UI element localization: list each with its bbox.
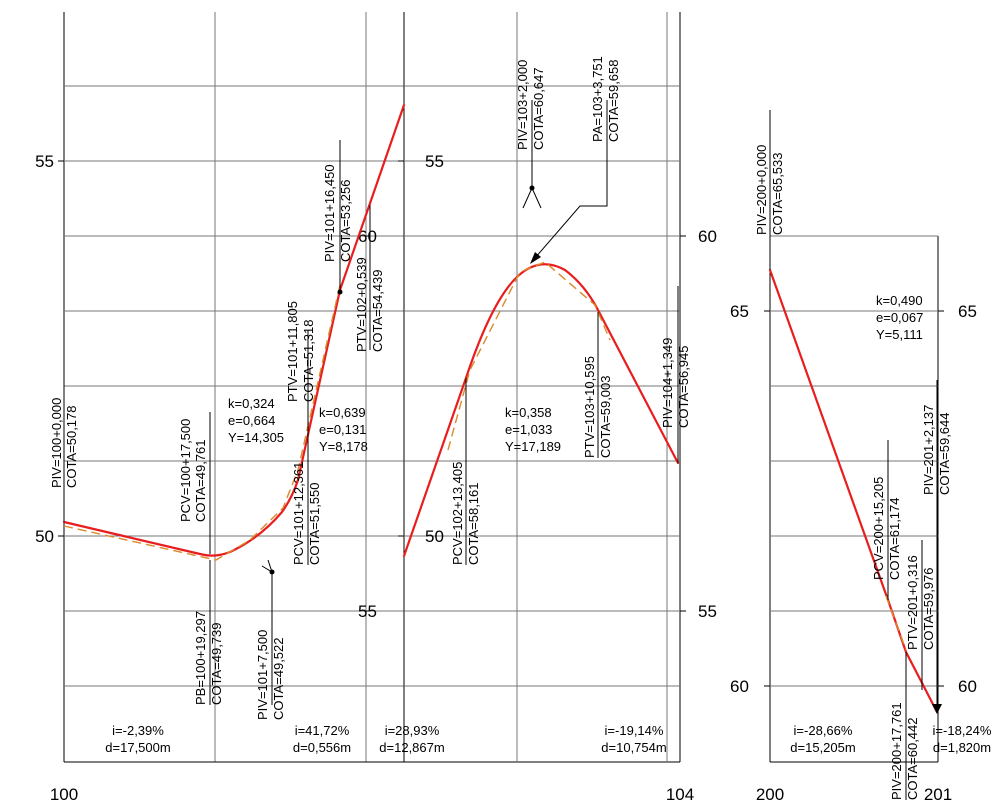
- ptv201-cota: COTA=59,976: [921, 567, 936, 650]
- ptv103-station: PTV=103+10,595: [582, 356, 597, 458]
- y-tick-right-60: 60: [698, 227, 717, 246]
- grade6-i: i=-18,24%: [933, 723, 992, 738]
- curve3-y: Y=17,189: [505, 439, 561, 454]
- grade5-d: d=15,205m: [790, 740, 855, 755]
- grade5-i: i=-28,66%: [794, 723, 853, 738]
- curve3-e: e=1,033: [505, 422, 552, 437]
- pcv100-station: PCV=100+17,500: [178, 419, 193, 522]
- end-arrow-head: [932, 704, 942, 714]
- x-tick-100: 100: [50, 785, 78, 804]
- piv104-cota: COTA=56,945: [676, 345, 691, 428]
- x-tick-200: 200: [756, 785, 784, 804]
- y-tick-p3-65: 65: [730, 302, 749, 321]
- grade-labels: i=-2,39% d=17,500m i=41,72% d=0,556m i=2…: [105, 723, 992, 755]
- panel-2-grid: [403, 12, 681, 762]
- piv101b-station: PIV=101+16,450: [322, 164, 337, 262]
- y-ticks: [58, 160, 944, 687]
- y-tick-mid-55: 55: [425, 152, 444, 171]
- panel-1-grid: [63, 12, 680, 763]
- ptv102-station: PTV=102+0,539: [354, 257, 369, 352]
- curve1-y: Y=14,305: [228, 430, 284, 445]
- piv100-station: PIV=100+0,000: [49, 398, 64, 488]
- axis-labels: 100 104 200 201 55 50 55 50 60 55 60 55 …: [35, 152, 977, 804]
- curve4-e: e=0,067: [876, 310, 923, 325]
- pb100-station: PB=100+19,297: [193, 611, 208, 705]
- grade6-d: d=1,820m: [933, 740, 991, 755]
- piv100-cota: COTA=50,178: [64, 405, 79, 488]
- y-tick-left-50: 50: [35, 527, 54, 546]
- piv200b-station: PIV=200+17,761: [889, 702, 904, 800]
- piv200-cota: COTA=65,533: [770, 152, 785, 235]
- piv101a-cota: COTA=49,522: [271, 637, 286, 720]
- grade2-d: d=0,556m: [293, 740, 351, 755]
- pcv102-cota: COTA=58,161: [466, 482, 481, 565]
- piv101b-cota: COTA=53,256: [338, 179, 353, 262]
- ptv103-cota: COTA=59,003: [598, 375, 613, 458]
- curve3-k: k=0,358: [505, 405, 552, 420]
- grade3-d: d=12,867m: [379, 740, 444, 755]
- pb100-cota: COTA=49,739: [209, 622, 224, 705]
- pa-arrow-head: [530, 252, 541, 264]
- curve1-k: k=0,324: [228, 396, 275, 411]
- piv201-cota: COTA=59,644: [937, 412, 952, 495]
- y-tick-left-55: 55: [35, 152, 54, 171]
- piv-marker-101: [269, 569, 275, 575]
- pcv100-cota: COTA=49,761: [193, 439, 208, 522]
- y-tick-p3-60r: 60: [958, 677, 977, 696]
- curve2-k: k=0,639: [319, 405, 366, 420]
- piv103-cota: COTA=60,647: [531, 67, 546, 150]
- piv201-station: PIV=201+2,137: [921, 405, 936, 495]
- ptv201-station: PTV=201+0,316: [905, 555, 920, 650]
- pcv102-station: PCV=102+13,405: [450, 462, 465, 565]
- x-tick-104: 104: [666, 785, 694, 804]
- pa103-station: PA=103+3,751: [590, 56, 605, 142]
- curve-parameters: k=0,324 e=0,664 Y=14,305 k=0,639 e=0,131…: [228, 293, 923, 454]
- x-tick-201: 201: [924, 785, 952, 804]
- piv104-station: PIV=104+1,349: [660, 338, 675, 428]
- piv101a-station: PIV=101+7,500: [255, 630, 270, 720]
- grade4-i: i=-19,14%: [605, 723, 664, 738]
- grade1-i: i=-2,39%: [112, 723, 164, 738]
- curve1-e: e=0,664: [228, 413, 275, 428]
- ptv102-cota: COTA=54,439: [370, 269, 385, 352]
- station-labels: PIV=100+0,000 COTA=50,178 PCV=100+17,500…: [49, 56, 952, 800]
- piv103-station: PIV=103+2,000: [515, 60, 530, 150]
- ptv101-station: PTV=101+11,805: [285, 301, 300, 402]
- grade1-d: d=17,500m: [105, 740, 170, 755]
- panel-3-grid: [769, 235, 939, 763]
- piv200b-cota: COTA=60,442: [905, 717, 920, 800]
- grade3-i: i=28,93%: [385, 723, 440, 738]
- y-tick-p3-65r: 65: [958, 302, 977, 321]
- pcv200-station: PCV=200+15,205: [871, 477, 886, 580]
- pcv101-station: PCV=101+12,361: [291, 462, 306, 565]
- pcv200-cota: COTA=61,174: [887, 497, 902, 580]
- y-tick-mid-50: 50: [425, 527, 444, 546]
- piv-marker-103: [529, 185, 535, 191]
- y-tick-p3-60: 60: [730, 677, 749, 696]
- curve2-e: e=0,131: [319, 422, 366, 437]
- y-tick-right-55: 55: [698, 602, 717, 621]
- piv-marker-101b: [337, 289, 343, 295]
- piv200-station: PIV=200+0,000: [754, 145, 769, 235]
- curve4-k: k=0,490: [876, 293, 923, 308]
- pa103-cota: COTA=59,658: [606, 59, 621, 142]
- dashed-profile: [63, 261, 907, 651]
- grade2-i: i=41,72%: [295, 723, 350, 738]
- curve2-y: Y=8,178: [319, 439, 368, 454]
- ptv101-cota: COTA=51,318: [301, 319, 316, 402]
- curve4-y: Y=5,111: [876, 327, 923, 342]
- grade-line-2: [402, 263, 680, 558]
- annotation-lines: [63, 100, 942, 800]
- pcv101-cota: COTA=51,550: [307, 482, 322, 565]
- grade-line-1: [62, 103, 406, 557]
- y-tick-mid-55b: 55: [358, 602, 377, 621]
- y-tick-mid-60: 60: [358, 227, 377, 246]
- grade4-d: d=10,754m: [601, 740, 666, 755]
